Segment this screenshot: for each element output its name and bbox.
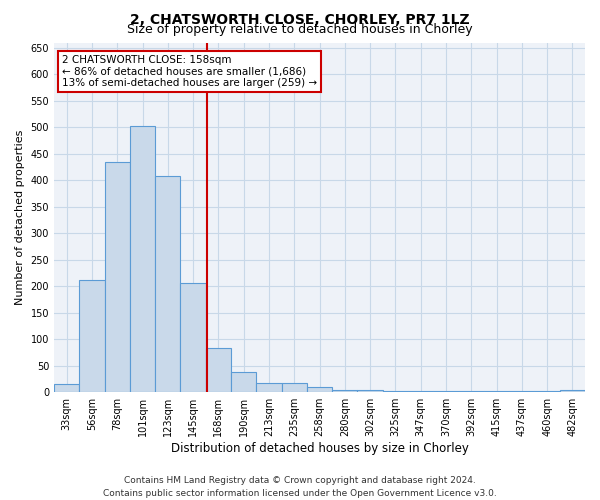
Bar [458, 390, 484, 392]
Bar [181, 282, 206, 392]
Bar [408, 390, 433, 392]
Bar [433, 390, 458, 392]
Bar [281, 382, 307, 392]
Bar [509, 391, 535, 392]
Bar [383, 390, 408, 392]
Bar [54, 384, 79, 392]
Bar [332, 390, 358, 392]
Bar [206, 348, 231, 392]
Bar [484, 390, 509, 392]
Bar [130, 126, 155, 392]
Text: Contains HM Land Registry data © Crown copyright and database right 2024.
Contai: Contains HM Land Registry data © Crown c… [103, 476, 497, 498]
Bar [104, 162, 130, 392]
Bar [535, 391, 560, 392]
Bar [155, 176, 181, 392]
Bar [358, 390, 383, 392]
Text: Size of property relative to detached houses in Chorley: Size of property relative to detached ho… [127, 22, 473, 36]
Bar [256, 382, 281, 392]
Text: 2, CHATSWORTH CLOSE, CHORLEY, PR7 1LZ: 2, CHATSWORTH CLOSE, CHORLEY, PR7 1LZ [130, 12, 470, 26]
Bar [307, 387, 332, 392]
Y-axis label: Number of detached properties: Number of detached properties [15, 130, 25, 305]
Text: 2 CHATSWORTH CLOSE: 158sqm
← 86% of detached houses are smaller (1,686)
13% of s: 2 CHATSWORTH CLOSE: 158sqm ← 86% of deta… [62, 54, 317, 88]
Bar [231, 372, 256, 392]
Bar [79, 280, 104, 392]
Bar [560, 390, 585, 392]
X-axis label: Distribution of detached houses by size in Chorley: Distribution of detached houses by size … [170, 442, 469, 455]
